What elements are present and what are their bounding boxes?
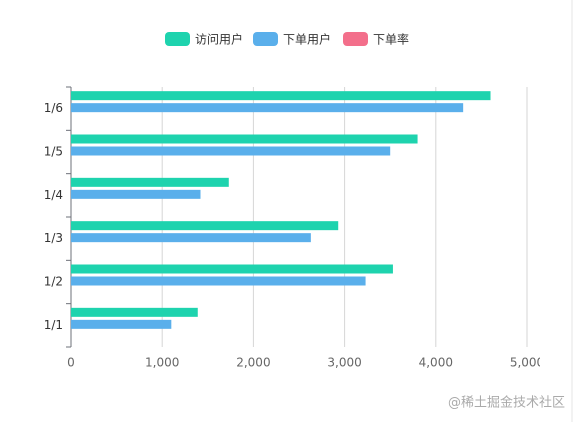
y-tick-label: 1/2	[44, 275, 63, 289]
x-tick-label: 5,000	[510, 356, 544, 370]
bar	[71, 134, 418, 144]
y-tick-label: 1/1	[44, 318, 63, 332]
bar	[71, 319, 172, 329]
legend-swatch	[165, 32, 190, 46]
bar	[71, 307, 198, 317]
bar	[71, 233, 311, 243]
plot: 0 1,000 2,000 3,000 4,000 5,000 1/1 1/2 1/3 1/4 1/…	[44, 86, 544, 370]
legend-swatch	[253, 32, 278, 46]
x-tick-label: 2,000	[236, 356, 270, 370]
bar	[71, 276, 366, 286]
x-tick-label: 1,000	[145, 356, 179, 370]
y-tick-label: 1/4	[44, 188, 63, 202]
bar	[71, 103, 464, 113]
bar	[71, 264, 393, 274]
x-tick-label: 3,000	[327, 356, 361, 370]
x-tick-label: 0	[67, 356, 75, 370]
bar	[71, 146, 391, 156]
y-tick-label: 1/5	[44, 145, 63, 159]
y-tick-label: 1/6	[44, 101, 63, 115]
x-tick-label: 4,000	[419, 356, 453, 370]
bar	[71, 91, 491, 101]
bar	[71, 189, 201, 199]
legend-label: 下单用户	[283, 32, 331, 47]
bar	[71, 177, 229, 187]
legend-label: 下单率	[373, 32, 409, 47]
legend-label: 访问用户	[195, 32, 243, 47]
legend-swatch	[343, 32, 368, 46]
y-tick-label: 1/3	[44, 231, 63, 245]
bar	[71, 221, 339, 231]
watermark: @稀土掘金技术社区	[448, 395, 565, 411]
